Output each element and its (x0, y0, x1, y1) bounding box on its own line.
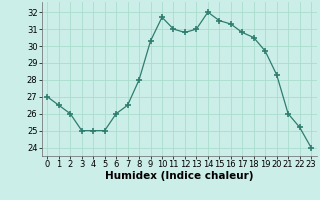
X-axis label: Humidex (Indice chaleur): Humidex (Indice chaleur) (105, 171, 253, 181)
